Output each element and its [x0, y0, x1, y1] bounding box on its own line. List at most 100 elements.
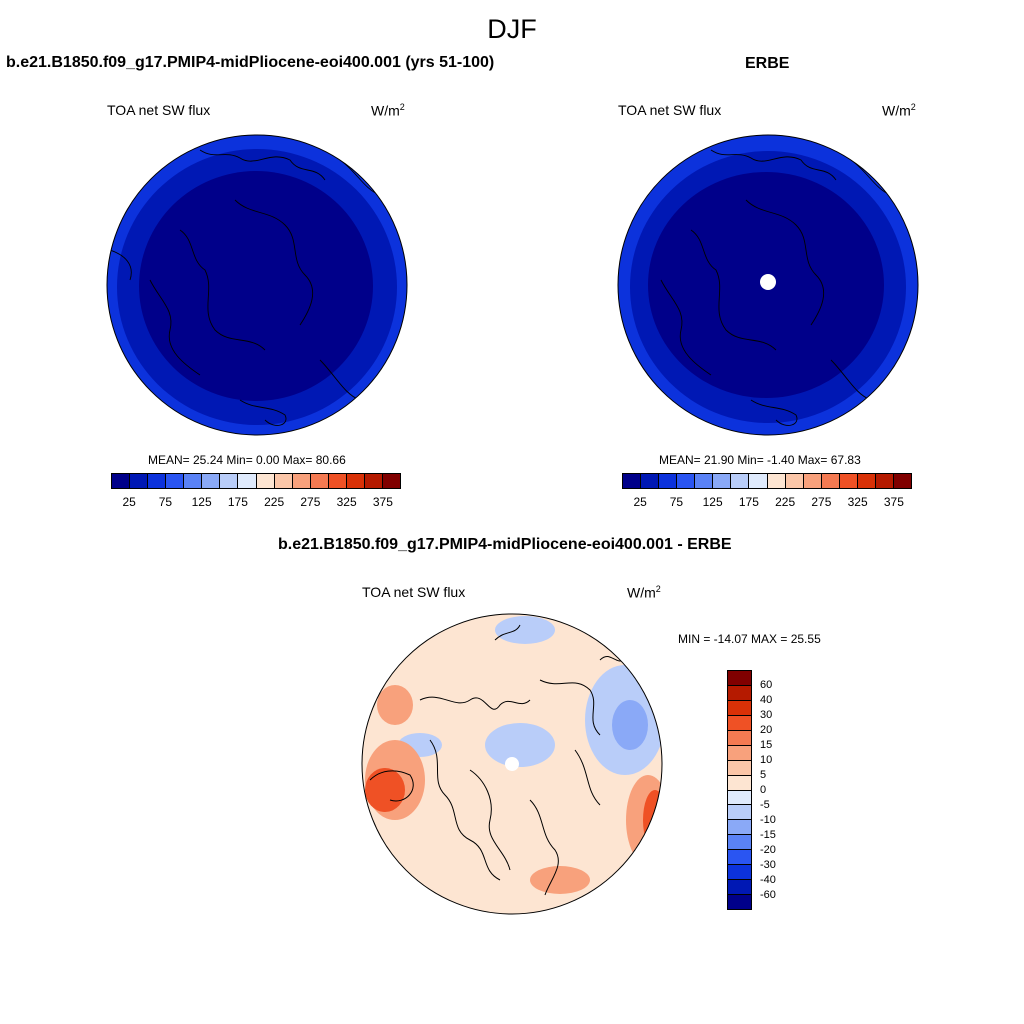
- model-colorbar-tick-label: 175: [227, 495, 248, 509]
- diff-cool-region-north: [495, 616, 555, 644]
- obs-colorbar-box: [821, 474, 840, 488]
- model-colorbar-box: [184, 474, 203, 488]
- model-colorbar-box: [202, 474, 221, 488]
- model-colorbar-tick-label: 75: [158, 495, 173, 509]
- diff-colorbar-tick-label: -10: [760, 814, 776, 826]
- season-title: DJF: [487, 14, 537, 44]
- model-colorbar-box: [256, 474, 275, 488]
- diff-colorbar: [727, 670, 752, 910]
- diff-colorbar-box: [728, 760, 751, 776]
- model-colorbar-box: [364, 474, 383, 488]
- diff-variable-label: TOA net SW flux: [362, 584, 466, 600]
- diff-colorbar-box: [728, 820, 751, 836]
- model-colorbar-box: [292, 474, 311, 488]
- diff-warm-region-nw: [377, 685, 413, 725]
- obs-units-label: W/m2: [882, 102, 916, 119]
- model-colorbar-box: [112, 474, 131, 488]
- diff-cool-region-center: [485, 723, 555, 767]
- diff-hot-region-west: [365, 768, 405, 812]
- diff-missing-data-pole: [505, 757, 519, 771]
- diff-colorbar-box: [728, 775, 751, 791]
- obs-colorbar-tick-label: 325: [847, 495, 868, 509]
- obs-colorbar-box: [623, 474, 642, 488]
- diff-colorbar-box: [728, 715, 751, 731]
- diff-panel-title: b.e21.B1850.f09_g17.PMIP4-midPliocene-eo…: [278, 536, 732, 553]
- model-colorbar-tick-label: 275: [300, 495, 321, 509]
- diff-colorbar-tick-label: 15: [760, 739, 773, 751]
- model-colorbar-tick-label: 225: [264, 495, 285, 509]
- model-colorbar-box: [238, 474, 257, 488]
- obs-colorbar: [622, 473, 912, 489]
- obs-colorbar-tick-label: 275: [811, 495, 832, 509]
- diff-coastlines: [369, 624, 626, 896]
- obs-colorbar-box: [893, 474, 911, 488]
- diff-colorbar-box: [728, 850, 751, 866]
- model-colorbar-tick-label: 125: [191, 495, 212, 509]
- obs-colorbar-tick-label: 75: [669, 495, 684, 509]
- diff-colorbar-tick-label: -5: [760, 799, 770, 811]
- obs-colorbar-box: [803, 474, 822, 488]
- diff-warm-region-south: [530, 866, 590, 894]
- diff-colorbar-box: [728, 880, 751, 896]
- diff-colorbar-tick-label: 0: [760, 784, 767, 796]
- diff-colorbar-tick-label: 20: [760, 724, 773, 736]
- diff-colorbar-tick-label: -15: [760, 829, 776, 841]
- obs-colorbar-box: [785, 474, 804, 488]
- obs-variable-label: TOA net SW flux: [618, 102, 722, 118]
- diff-colorbar-box: [728, 685, 751, 701]
- model-colorbar-box: [328, 474, 347, 488]
- diff-colorbar-tick-label: -40: [760, 874, 776, 886]
- obs-colorbar-box: [875, 474, 894, 488]
- diff-colorbar-tick-label: 10: [760, 754, 773, 766]
- diff-colorbar-tick-label: 5: [760, 769, 767, 781]
- diff-colorbar-tick-label: 40: [760, 694, 773, 706]
- model-inner-region: [139, 171, 373, 401]
- obs-colorbar-tick-label: 225: [775, 495, 796, 509]
- obs-colorbar-tick-label: 375: [883, 495, 904, 509]
- obs-coastlines: [660, 149, 892, 426]
- diff-units-label: W/m2: [627, 584, 661, 601]
- diff-cold-region-ne: [612, 700, 648, 750]
- obs-colorbar-box: [677, 474, 696, 488]
- model-colorbar-tick-label: 325: [336, 495, 357, 509]
- model-colorbar-box: [130, 474, 149, 488]
- diff-colorbar-box: [728, 790, 751, 806]
- obs-colorbar-box: [749, 474, 768, 488]
- model-colorbar-box: [148, 474, 167, 488]
- diff-colorbar-box: [728, 700, 751, 716]
- model-colorbar-box: [310, 474, 329, 488]
- diff-colorbar-box: [728, 745, 751, 761]
- model-colorbar-tick-label: 25: [122, 495, 136, 509]
- model-variable-label: TOA net SW flux: [107, 102, 211, 118]
- obs-stats: MEAN= 21.90 Min= -1.40 Max= 67.83: [659, 453, 861, 467]
- diff-colorbar-box: [728, 895, 751, 909]
- diff-colorbar-box: [728, 865, 751, 881]
- diff-colorbar-box: [728, 835, 751, 851]
- obs-colorbar-box: [839, 474, 858, 488]
- obs-colorbar-tick-label: 175: [738, 495, 759, 509]
- model-colorbar: [111, 473, 401, 489]
- diff-colorbar-box: [728, 730, 751, 746]
- model-colorbar-box: [274, 474, 293, 488]
- diff-colorbar-box: [728, 671, 751, 686]
- obs-colorbar-box: [641, 474, 660, 488]
- diff-colorbar-tick-label: -30: [760, 859, 776, 871]
- obs-missing-data-pole: [760, 274, 776, 290]
- obs-colorbar-tick-label: 125: [702, 495, 723, 509]
- obs-panel-title: ERBE: [745, 55, 790, 72]
- diff-colorbar-tick-label: -60: [760, 889, 776, 901]
- diff-colorbar-tick-label: 60: [760, 679, 773, 691]
- model-colorbar-box: [166, 474, 185, 488]
- diff-colorbar-tick-label: 30: [760, 709, 773, 721]
- diff-stats: MIN = -14.07 MAX = 25.55: [678, 632, 821, 646]
- model-colorbar-box: [346, 474, 365, 488]
- diff-colorbar-tick-label: -20: [760, 844, 776, 856]
- obs-colorbar-tick-label: 25: [633, 495, 647, 509]
- obs-colorbar-box: [713, 474, 732, 488]
- obs-colorbar-box: [767, 474, 786, 488]
- model-stats: MEAN= 25.24 Min= 0.00 Max= 80.66: [148, 453, 346, 467]
- obs-colorbar-box: [695, 474, 714, 488]
